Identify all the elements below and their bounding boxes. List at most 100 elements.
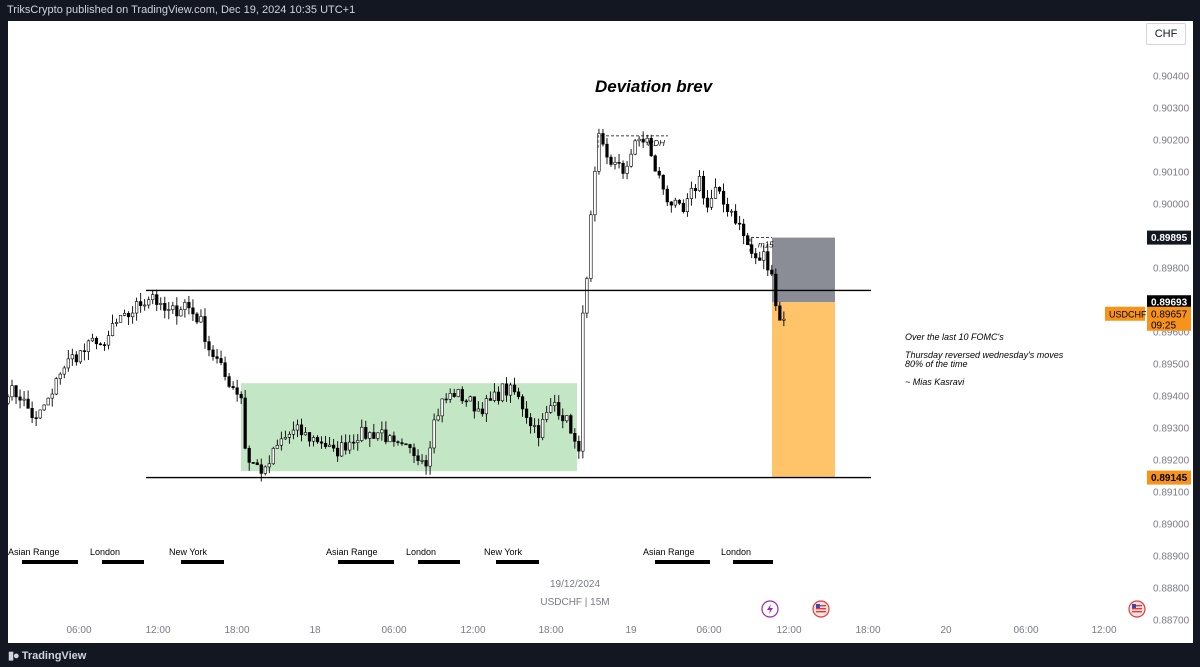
candle-body <box>18 396 22 401</box>
price-axis[interactable]: 0.904000.903000.902000.901000.900000.899… <box>1105 72 1191 627</box>
x-tick-label: 12:00 <box>1091 625 1116 636</box>
candle-body <box>738 222 742 225</box>
candle-body <box>585 278 589 314</box>
candle-body <box>649 137 653 157</box>
candle-body <box>307 432 312 442</box>
target-zone <box>772 302 835 478</box>
candle-body <box>717 186 722 192</box>
flag-canton <box>1132 604 1136 608</box>
candle-body <box>203 316 207 342</box>
x-tick-label: 06:00 <box>1013 625 1038 636</box>
y-tick-label: 0.88800 <box>1153 584 1190 595</box>
price-chart[interactable]: PDH m15 0.90400 0.90300 0.90200 0.90100 0.900… <box>6 21 1193 643</box>
candle-body <box>492 391 497 401</box>
candle-body <box>263 466 267 474</box>
candle-body <box>34 417 38 419</box>
candle-body <box>541 419 545 438</box>
candle-body <box>681 202 685 212</box>
candle-body <box>6 396 10 404</box>
publisher-bar: TriksCrypto published on TradingView.com… <box>0 0 1200 21</box>
candle-body <box>456 389 460 397</box>
last-price-bg <box>1147 306 1191 331</box>
candle-body <box>593 171 597 216</box>
candle-body <box>42 404 46 411</box>
candle-body <box>106 335 111 346</box>
y-tick-label: 0.89200 <box>1153 456 1190 467</box>
last-price-label: 0.89657 <box>1151 309 1188 320</box>
candle-body <box>122 313 127 316</box>
candle-body <box>299 424 304 436</box>
candle-body <box>601 133 605 145</box>
candle-body <box>70 354 74 360</box>
lightning-icon <box>761 600 779 618</box>
candle-body <box>352 441 356 444</box>
target-price-label-bg <box>1147 470 1191 485</box>
session-bar <box>181 560 224 564</box>
candle-body <box>66 358 70 369</box>
candle-body <box>488 398 493 401</box>
candle-body <box>388 435 392 443</box>
candle-body <box>219 358 223 363</box>
candle-body <box>139 301 143 306</box>
session-label: London <box>90 547 120 557</box>
candle-body <box>380 429 384 434</box>
candle-body <box>476 408 480 412</box>
x-tick-label: 12:00 <box>776 625 801 636</box>
candle-body <box>259 464 263 474</box>
candle-body <box>235 387 239 395</box>
candle-body <box>557 402 561 416</box>
session-bar <box>338 560 394 564</box>
currency-button[interactable]: CHF <box>1146 23 1186 45</box>
candle-body <box>50 393 54 399</box>
candle-body <box>30 408 34 418</box>
candle-body <box>549 405 553 413</box>
candle-body <box>376 432 380 439</box>
candle-body <box>223 362 227 377</box>
candle-body <box>408 444 412 449</box>
candle-body <box>653 155 657 172</box>
candle-body <box>645 137 649 143</box>
candle-body <box>778 305 782 321</box>
candle-body <box>54 378 58 395</box>
x-tick-label: 18:00 <box>538 625 563 636</box>
y-tick-label: 0.89300 <box>1153 424 1190 435</box>
candle-body <box>524 408 529 418</box>
candle-body <box>436 415 440 421</box>
candle-body <box>187 302 191 309</box>
symbol-label: USDCHF | 15M <box>540 597 609 608</box>
candle-body <box>480 408 484 415</box>
candle-body <box>118 315 123 323</box>
time-axis[interactable]: 06:00 12:00 18:00 18 06:00 12:00 18:00 19 06:00 1… <box>66 625 1116 636</box>
candle-body <box>565 415 569 422</box>
candle-body <box>255 462 259 466</box>
tradingview-logo[interactable]: ▮● TradingView <box>8 649 86 662</box>
m15-label: m15 <box>758 241 774 250</box>
x-tick-label: 18 <box>309 625 321 636</box>
y-tick-label: 0.89100 <box>1153 488 1190 499</box>
candle-body <box>392 435 396 442</box>
flag-stripe <box>1132 608 1142 610</box>
x-tick-label: 06:00 <box>381 625 406 636</box>
y-tick-label: 0.90100 <box>1153 168 1190 179</box>
candle-body <box>323 442 328 447</box>
candle-body <box>191 307 195 315</box>
candle-body <box>444 398 448 401</box>
candle-body <box>577 440 581 452</box>
candle-body <box>665 188 669 203</box>
y-tick-label: 0.89500 <box>1153 360 1190 371</box>
footer-bar: ▮● TradingView <box>0 643 1200 667</box>
candle-body <box>295 424 300 431</box>
note-line-2: Thursday reversed wednesday's moves <box>905 350 1064 360</box>
candle-body <box>424 460 428 467</box>
candle-body <box>175 305 179 317</box>
x-tick-label: 18:00 <box>224 625 249 636</box>
candle-body <box>396 441 400 443</box>
candle-body <box>400 442 404 445</box>
x-tick-label: 12:00 <box>145 625 170 636</box>
candle-body <box>251 462 255 464</box>
candle-body <box>336 447 340 457</box>
candle-body <box>167 309 171 311</box>
candle-body <box>110 323 115 336</box>
overlays: PDH m15 <box>146 135 871 479</box>
candles <box>6 128 786 482</box>
